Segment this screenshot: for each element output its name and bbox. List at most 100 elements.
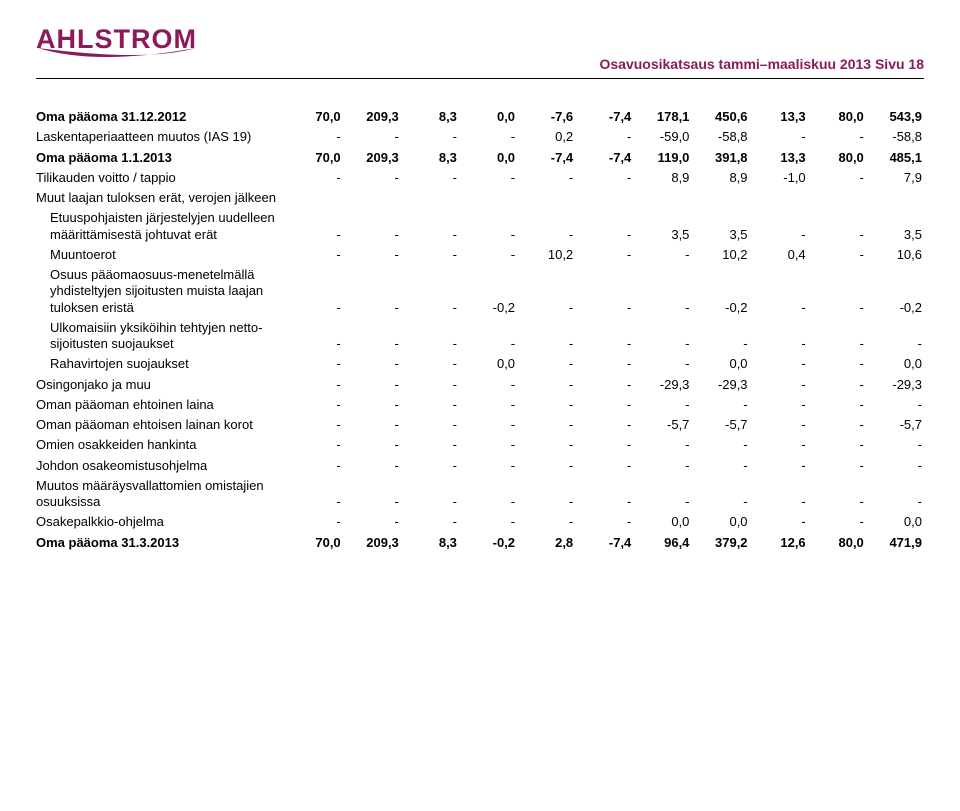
cell: -	[459, 435, 517, 455]
cell: -	[808, 375, 866, 395]
cell	[575, 188, 633, 208]
cell: -	[285, 512, 343, 532]
cell: -	[575, 265, 633, 318]
cell: -	[285, 265, 343, 318]
cell: -	[575, 456, 633, 476]
cell: -	[459, 395, 517, 415]
cell: -	[750, 375, 808, 395]
cell: -	[633, 354, 691, 374]
cell: -	[459, 168, 517, 188]
cell: -	[401, 127, 459, 147]
cell: 0,0	[459, 354, 517, 374]
cell: -	[750, 395, 808, 415]
cell	[750, 188, 808, 208]
cell: -	[866, 456, 924, 476]
row-label: Muut laajan tuloksen erät, verojen jälke…	[36, 188, 285, 208]
cell: -29,3	[633, 375, 691, 395]
table-row: Muut laajan tuloksen erät, verojen jälke…	[36, 188, 924, 208]
cell: -7,4	[575, 107, 633, 127]
cell: -	[808, 395, 866, 415]
cell: 70,0	[285, 148, 343, 168]
table-row: Muuntoerot----10,2--10,20,4-10,6	[36, 245, 924, 265]
cell: -0,2	[866, 265, 924, 318]
cell: 209,3	[343, 533, 401, 553]
cell: -	[517, 435, 575, 455]
cell: -	[808, 354, 866, 374]
cell: -	[575, 208, 633, 245]
row-label: Oma pääoma 31.3.2013	[36, 533, 285, 553]
cell: -	[459, 127, 517, 147]
cell: -	[401, 512, 459, 532]
cell: -59,0	[633, 127, 691, 147]
cell: -	[285, 395, 343, 415]
cell: 2,8	[517, 533, 575, 553]
cell: -5,7	[691, 415, 749, 435]
cell: -	[517, 395, 575, 415]
cell: 0,0	[633, 512, 691, 532]
cell: -	[575, 375, 633, 395]
table-row: Rahavirtojen suojaukset---0,0---0,0--0,0	[36, 354, 924, 374]
row-label: Osuus pääomaosuus-menetelmällä yhdistelt…	[36, 265, 285, 318]
cell: -	[691, 476, 749, 513]
cell: -	[343, 456, 401, 476]
cell: -	[517, 375, 575, 395]
cell: 0,0	[866, 354, 924, 374]
table-row: Laskentaperiaatteen muutos (IAS 19)----0…	[36, 127, 924, 147]
cell: 543,9	[866, 107, 924, 127]
table-row: Etuuspohjaisten järjestelyjen uudelleen …	[36, 208, 924, 245]
cell: 0,2	[517, 127, 575, 147]
cell: -58,8	[691, 127, 749, 147]
row-label: Muutos määräysvallattomien omistajien os…	[36, 476, 285, 513]
table-row: Ulkomaisiin yksiköihin tehtyjen netto-si…	[36, 318, 924, 355]
cell: -7,4	[575, 533, 633, 553]
cell: 8,9	[633, 168, 691, 188]
cell: -	[575, 127, 633, 147]
cell: -	[343, 415, 401, 435]
logo: AHLSTROM	[36, 24, 256, 68]
cell: -	[401, 208, 459, 245]
cell: -	[343, 476, 401, 513]
cell: -	[633, 265, 691, 318]
cell: -	[633, 476, 691, 513]
cell: -1,0	[750, 168, 808, 188]
cell: -	[575, 354, 633, 374]
cell: -	[343, 375, 401, 395]
cell: -	[808, 127, 866, 147]
cell: -	[517, 265, 575, 318]
cell: -	[285, 245, 343, 265]
cell: -29,3	[691, 375, 749, 395]
cell	[285, 188, 343, 208]
cell: -	[808, 265, 866, 318]
table-row: Oma pääoma 31.3.201370,0209,38,3-0,22,8-…	[36, 533, 924, 553]
cell: 0,4	[750, 245, 808, 265]
cell	[633, 188, 691, 208]
cell: 8,9	[691, 168, 749, 188]
row-label: Tilikauden voitto / tappio	[36, 168, 285, 188]
cell: -	[459, 476, 517, 513]
cell: 0,0	[691, 354, 749, 374]
cell: 0,0	[866, 512, 924, 532]
row-label: Omien osakkeiden hankinta	[36, 435, 285, 455]
header: AHLSTROM Osavuosikatsaus tammi–maaliskuu…	[36, 24, 924, 72]
cell: -	[343, 354, 401, 374]
cell: 70,0	[285, 107, 343, 127]
cell: -7,4	[517, 148, 575, 168]
row-label: Rahavirtojen suojaukset	[36, 354, 285, 374]
cell: -	[343, 168, 401, 188]
table-row: Muutos määräysvallattomien omistajien os…	[36, 476, 924, 513]
cell: -	[808, 456, 866, 476]
cell: -58,8	[866, 127, 924, 147]
cell: -	[343, 265, 401, 318]
cell: -	[750, 354, 808, 374]
cell: 8,3	[401, 107, 459, 127]
cell: 0,0	[459, 148, 517, 168]
cell: -	[866, 318, 924, 355]
cell: -	[633, 245, 691, 265]
table-row: Osuus pääomaosuus-menetelmällä yhdistelt…	[36, 265, 924, 318]
cell: -7,4	[575, 148, 633, 168]
cell: -	[401, 415, 459, 435]
cell: -	[691, 318, 749, 355]
cell: 13,3	[750, 148, 808, 168]
cell: 485,1	[866, 148, 924, 168]
logo-svg: AHLSTROM	[36, 24, 256, 68]
